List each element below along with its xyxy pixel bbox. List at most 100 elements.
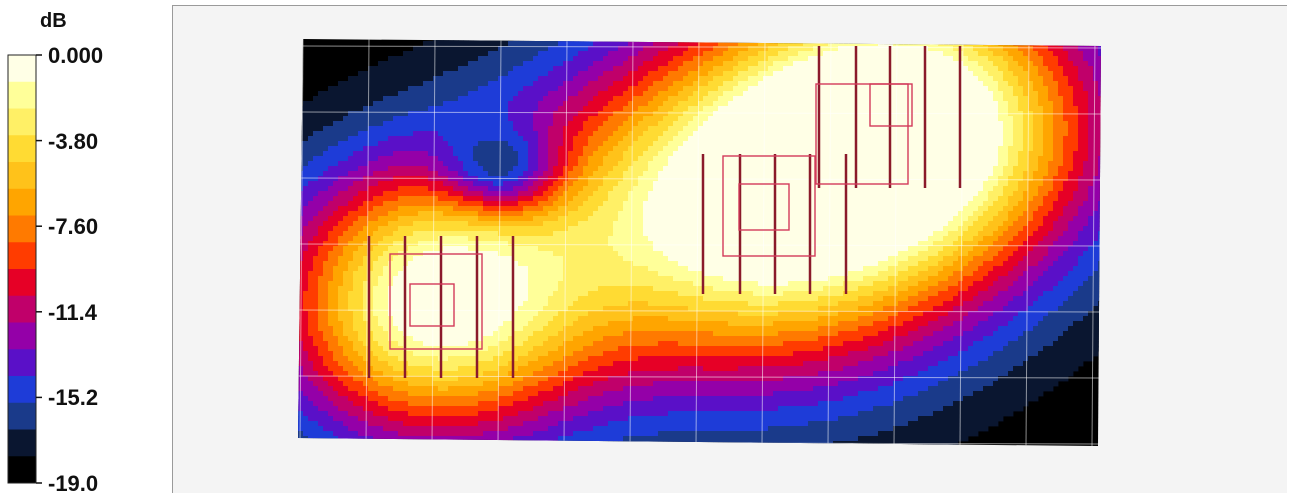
heatmap-cell: [753, 56, 758, 61]
heatmap-cell: [908, 131, 913, 136]
heatmap-cell: [1078, 71, 1083, 76]
heatmap-cell: [613, 91, 618, 96]
heatmap-cell: [303, 151, 308, 156]
heatmap-cell: [988, 61, 993, 66]
heatmap-cell: [873, 186, 878, 191]
heatmap-cell: [1033, 56, 1038, 61]
heatmap-cell: [568, 76, 573, 81]
heatmap-cell: [453, 71, 458, 76]
heatmap-cell: [768, 61, 773, 66]
heatmap-cell: [938, 76, 943, 81]
heatmap-cell: [663, 146, 668, 151]
heatmap-cell: [308, 116, 313, 121]
heatmap-cell: [1063, 76, 1068, 81]
heatmap-cell: [773, 141, 778, 146]
heatmap-cell: [883, 126, 888, 131]
heatmap-cell: [713, 86, 718, 91]
heatmap-cell: [928, 131, 933, 136]
heatmap-cell: [563, 131, 568, 136]
heatmap-cell: [1103, 141, 1108, 146]
heatmap-cell: [1018, 126, 1023, 131]
heatmap-cell: [823, 86, 828, 91]
heatmap-cell: [668, 86, 673, 91]
heatmap-cell: [953, 181, 958, 186]
heatmap-cell: [333, 96, 338, 101]
heatmap-cell: [578, 101, 583, 106]
heatmap-cell: [468, 61, 473, 66]
heatmap-cell: [978, 76, 983, 81]
heatmap-cell: [668, 111, 673, 116]
heatmap-cell: [713, 126, 718, 131]
heatmap-cell: [863, 121, 868, 126]
heatmap-cell: [423, 91, 428, 96]
heatmap-cell: [578, 56, 583, 61]
colorbar-legend: dB 0.000 -3.80 -7.60 -11.4 -15.2 -19.0: [0, 0, 150, 495]
heatmap-cell: [503, 96, 508, 101]
heatmap-cell: [653, 61, 658, 66]
heatmap-cell: [478, 136, 483, 141]
heatmap-cell: [713, 96, 718, 101]
heatmap-cell: [838, 171, 843, 176]
heatmap-cell: [858, 66, 863, 71]
heatmap-cell: [878, 66, 883, 71]
heatmap-cell: [1098, 181, 1103, 186]
heatmap-cell: [773, 106, 778, 111]
heatmap-cell: [393, 161, 398, 166]
heatmap-cell: [733, 111, 738, 116]
heatmap-cell: [1023, 61, 1028, 66]
heatmap-cell: [803, 181, 808, 186]
heatmap-cell: [403, 146, 408, 151]
heatmap-cell: [528, 136, 533, 141]
heatmap-cell: [873, 56, 878, 61]
heatmap-cell: [493, 106, 498, 111]
heatmap-cell: [328, 156, 333, 161]
heatmap-cell: [733, 96, 738, 101]
heatmap-cell: [833, 176, 838, 181]
heatmap-cell: [953, 81, 958, 86]
heatmap-cell: [1103, 81, 1108, 86]
heatmap-cell: [948, 131, 953, 136]
heatmap-cell: [573, 166, 578, 171]
heatmap-cell: [963, 96, 968, 101]
heatmap-cell: [458, 161, 463, 166]
heatmap-cell: [473, 181, 478, 186]
heatmap-cell: [628, 36, 633, 41]
heatmap-cell: [538, 51, 543, 56]
heatmap-cell: [553, 96, 558, 101]
heatmap-cell: [433, 56, 438, 61]
heatmap-cell: [768, 121, 773, 126]
colorbar-swatch: [8, 403, 36, 430]
heatmap-cell: [863, 51, 868, 56]
heatmap-cell: [688, 121, 693, 126]
heatmap-cell: [868, 166, 873, 171]
heatmap-cell: [928, 71, 933, 76]
heatmap-cell: [778, 146, 783, 151]
heatmap-cell: [343, 181, 348, 186]
heatmap-cell: [343, 186, 348, 191]
heatmap-cell: [538, 171, 543, 176]
heatmap-cell: [543, 141, 548, 146]
heatmap-cell: [423, 76, 428, 81]
heatmap-cell: [703, 66, 708, 71]
heatmap-cell: [758, 126, 763, 131]
heatmap-cell: [533, 41, 538, 46]
heatmap-cell: [788, 121, 793, 126]
heatmap-cell: [768, 81, 773, 86]
heatmap-cell: [458, 66, 463, 71]
heatmap-cell: [953, 76, 958, 81]
heatmap-cell: [548, 96, 553, 101]
heatmap-cell: [893, 101, 898, 106]
heatmap-cell: [1058, 146, 1063, 151]
heatmap-cell: [548, 136, 553, 141]
heatmap-cell: [688, 131, 693, 136]
heatmap-cell: [508, 151, 513, 156]
heatmap-cell: [978, 61, 983, 66]
heatmap-cell: [928, 46, 933, 51]
heatmap-cell: [463, 36, 468, 41]
heatmap-cell: [998, 136, 1003, 141]
heatmap-cell: [568, 51, 573, 56]
heatmap-cell: [373, 186, 378, 191]
heatmap-cell: [398, 81, 403, 86]
heatmap-cell: [868, 36, 873, 41]
heatmap-cell: [443, 151, 448, 156]
